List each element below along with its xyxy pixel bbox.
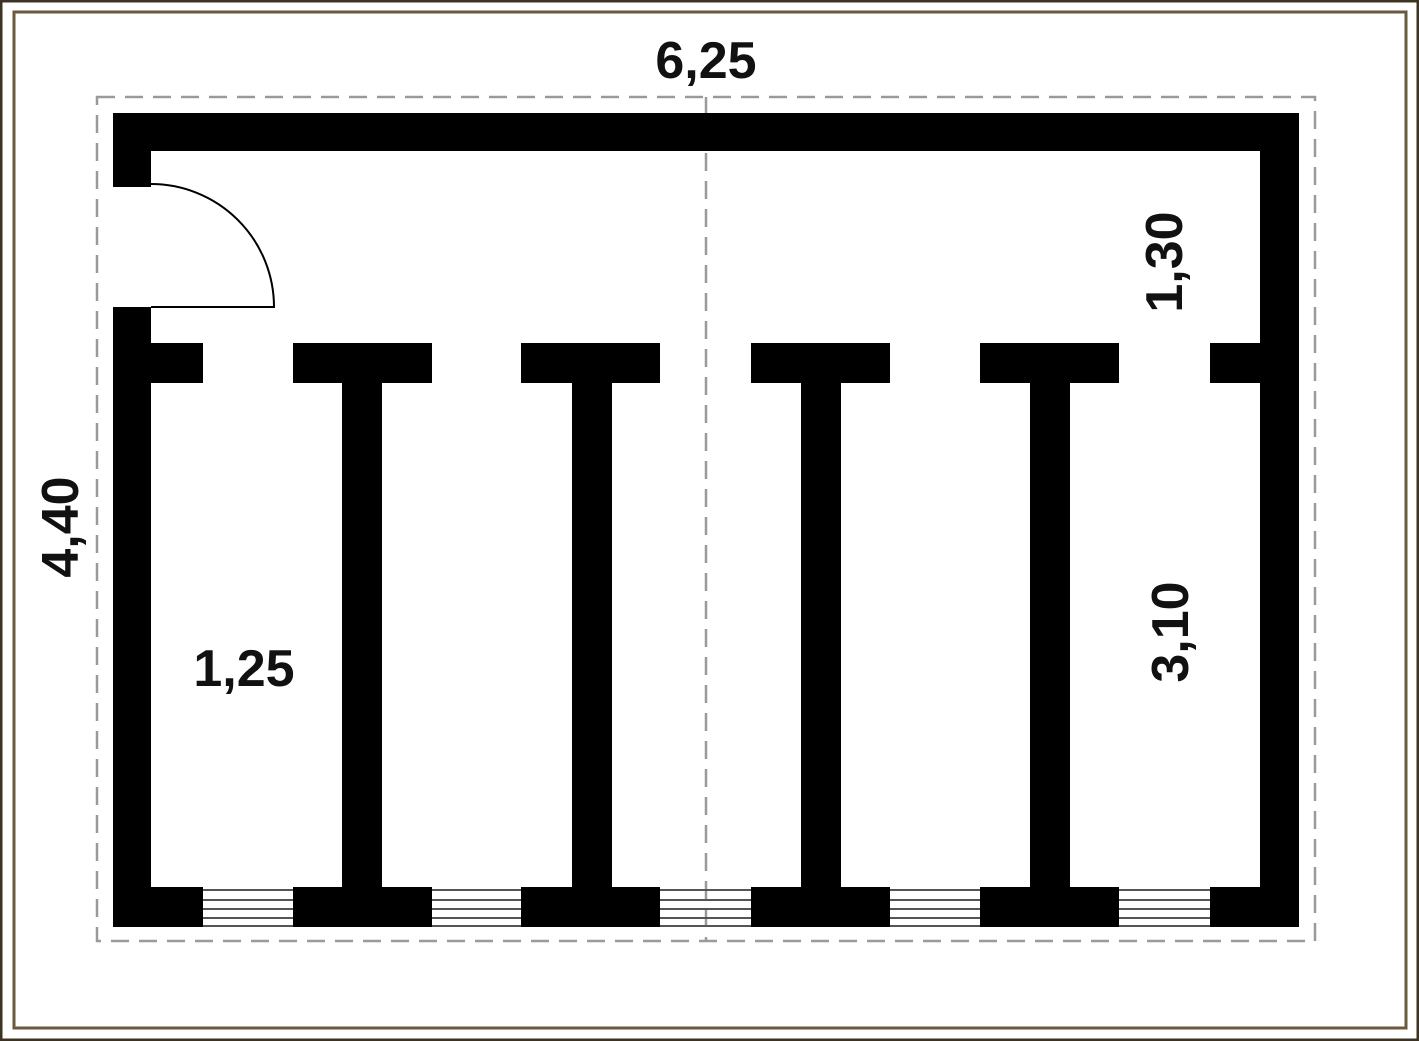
bottom-wall [113,887,1299,927]
top-wall [113,113,1299,151]
partition-wall [801,343,841,927]
left-wall-lower [113,307,151,927]
front-wall-segment [1210,343,1299,383]
total-width-label: 6,25 [655,32,756,90]
left-wall-upper [113,113,151,187]
outer-walls [113,113,1299,927]
partition-wall [342,343,382,927]
partition-wall [572,343,612,927]
stall-partitions [342,343,1070,927]
front-wall-segment [113,343,203,383]
windows [203,889,1210,927]
window-icon [660,889,751,927]
stall-width-label: 1,25 [193,640,294,698]
bottom-pier [980,887,1119,927]
total-depth-label: 4,40 [32,476,90,577]
window-icon [1119,889,1210,927]
corridor-depth-label: 1,30 [1136,211,1194,312]
inner-frame [12,10,1408,1030]
bottom-pier [293,887,432,927]
stall-depth-label: 3,10 [1142,581,1200,682]
partition-wall [1030,343,1070,927]
bottom-pier [1210,887,1299,927]
right-wall [1260,113,1299,927]
bottom-pier [521,887,660,927]
bottom-pier [113,887,203,927]
window-icon [203,889,293,927]
door-icon [150,183,276,308]
window-icon [890,889,980,927]
bottom-pier [751,887,890,927]
window-icon [432,889,521,927]
